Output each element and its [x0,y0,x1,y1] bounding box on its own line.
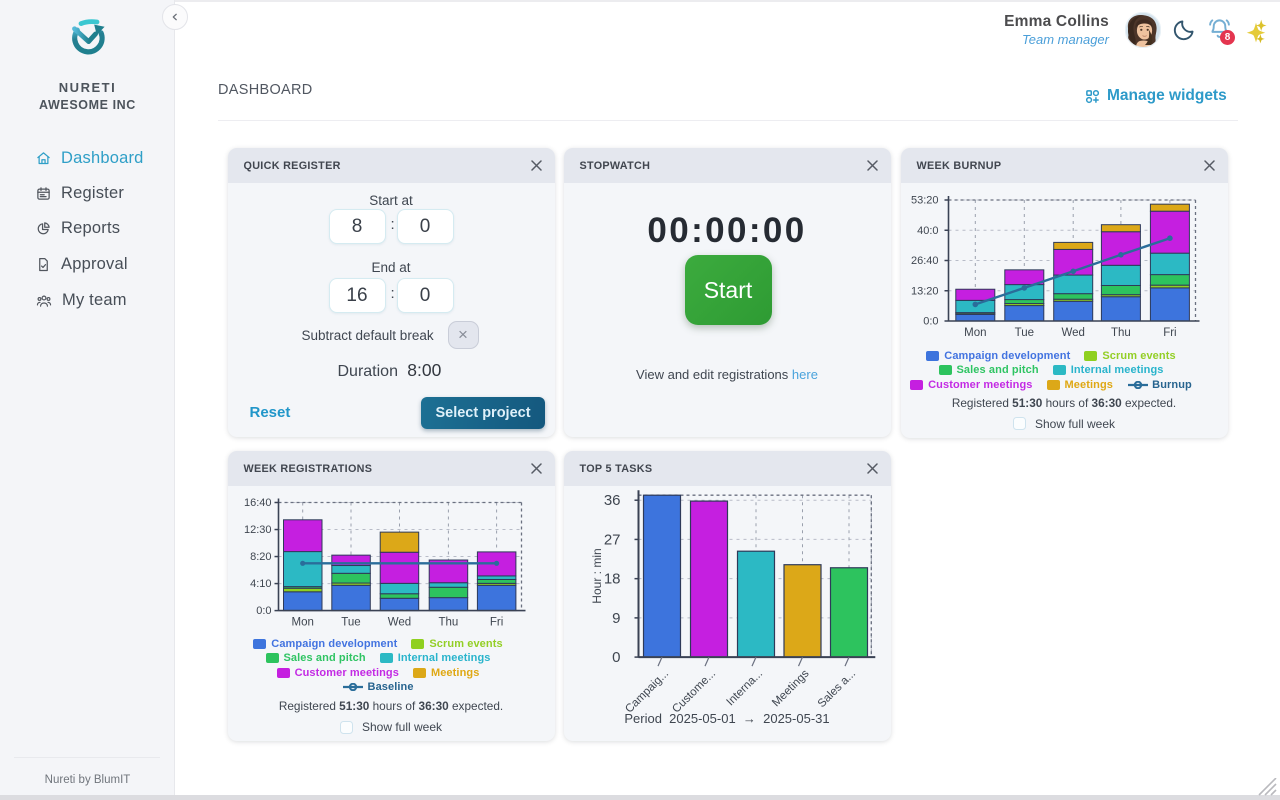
svg-text:0:0: 0:0 [923,316,938,328]
svg-text:18: 18 [603,571,620,588]
svg-text:Hour : min: Hour : min [590,548,604,603]
svg-text:Tue: Tue [341,617,360,629]
svg-text:0:0: 0:0 [256,605,271,617]
svg-text:Wed: Wed [1061,327,1084,339]
svg-text:Mon: Mon [964,327,986,339]
svg-text:Sales a...: Sales a... [815,668,857,710]
svg-text:13:20: 13:20 [910,285,938,297]
svg-text:Mon: Mon [291,617,313,629]
svg-text:Interna...: Interna... [724,668,765,709]
svg-text:Custome...: Custome... [670,668,718,716]
svg-text:Fri: Fri [489,617,502,629]
svg-text:Tue: Tue [1014,327,1033,339]
svg-text:40:0: 40:0 [917,225,938,237]
svg-text:4:10: 4:10 [250,578,271,590]
svg-text:Thu: Thu [438,617,458,629]
svg-text:8:20: 8:20 [250,551,271,563]
svg-text:12:30: 12:30 [243,524,271,536]
svg-text:26:40: 26:40 [910,255,938,267]
svg-text:Fri: Fri [1163,327,1176,339]
svg-text:0: 0 [612,649,620,666]
svg-text:Meetings: Meetings [770,668,812,710]
svg-text:Campaig...: Campaig... [623,668,671,716]
svg-text:16:40: 16:40 [243,497,271,509]
svg-text:27: 27 [603,531,620,548]
svg-text:9: 9 [612,610,620,627]
svg-text:53:20: 53:20 [910,195,938,207]
svg-text:Wed: Wed [387,617,410,629]
svg-text:36: 36 [603,492,620,509]
svg-text:Thu: Thu [1110,327,1130,339]
